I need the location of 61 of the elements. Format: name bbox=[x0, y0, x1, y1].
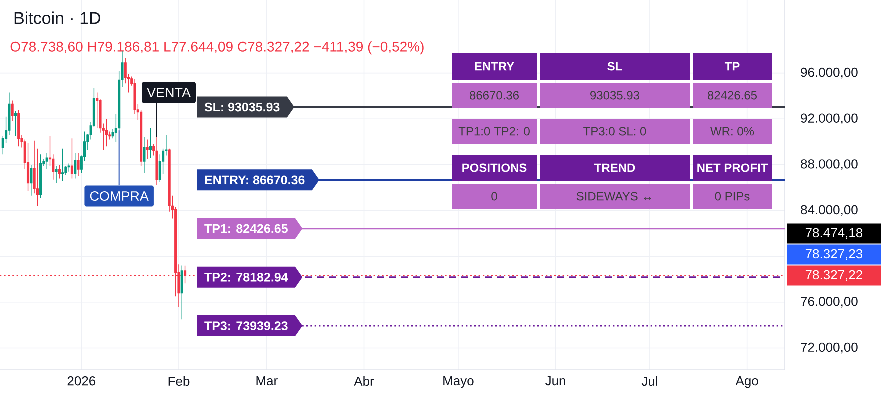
text: Bitcoin · 1D bbox=[14, 12, 101, 24]
candlestick bbox=[58, 164, 61, 180]
candlestick bbox=[30, 164, 33, 196]
x-tick-label: Ago bbox=[736, 376, 758, 388]
y-tick-label: 96.000,00 bbox=[801, 68, 858, 79]
y-tick-label: 88.000,00 bbox=[801, 160, 858, 170]
text: 78.327,23 bbox=[806, 249, 863, 260]
x-tick-label: Mar bbox=[256, 376, 278, 386]
candlestick bbox=[74, 153, 77, 180]
annotation: TP1:0 TP2: 0 bbox=[458, 127, 530, 136]
y-tick-label: 84.000,00 bbox=[801, 205, 858, 216]
candlestick bbox=[149, 128, 152, 158]
candlestick bbox=[77, 153, 80, 177]
annotation: 82426.65 bbox=[708, 91, 758, 100]
annotation: NET PROFIT bbox=[698, 164, 768, 172]
ref-line-label: TP3: 73939.23 bbox=[204, 322, 288, 330]
ref-line-label: TP1: 82426.65 bbox=[204, 224, 288, 234]
candlestick bbox=[105, 118, 108, 147]
annotation: COMPRA bbox=[90, 192, 149, 202]
y-tick-label: 72.000,00 bbox=[801, 342, 858, 354]
text: 78.474,18 bbox=[806, 228, 863, 240]
candlestick bbox=[143, 137, 146, 174]
x-tick-label: 2026 bbox=[68, 376, 96, 386]
annotation: ENTRY bbox=[475, 62, 514, 71]
candlestick bbox=[14, 110, 17, 137]
annotation: POSITIONS bbox=[462, 164, 527, 172]
annotation: 86670.36 bbox=[470, 91, 519, 100]
x-tick-label: Feb bbox=[168, 376, 190, 386]
annotation: SL bbox=[608, 62, 622, 71]
annotation: 0 PIPs bbox=[715, 192, 750, 201]
candlestick bbox=[46, 153, 48, 170]
candlestick bbox=[184, 266, 187, 284]
y-tick-label: 76.000,00 bbox=[801, 297, 858, 308]
ref-line-label: SL: 93035.93 bbox=[204, 102, 280, 112]
candlestick bbox=[180, 265, 184, 320]
text: O78.738,60 H79.186,81 L77.644,09 C78.327,22 −411,39 (−0,52%) bbox=[10, 42, 424, 55]
x-tick-label: Abr bbox=[354, 376, 374, 386]
candlestick bbox=[68, 163, 70, 172]
ref-line-label: ENTRY: 86670.36 bbox=[205, 176, 305, 185]
annotation: 0 bbox=[492, 192, 498, 201]
y-tick-label: 92.000,00 bbox=[801, 114, 858, 124]
candlestick bbox=[11, 100, 14, 122]
x-tick-label: Mayo bbox=[444, 376, 474, 388]
annotation: WR: 0% bbox=[710, 127, 754, 136]
annotation: TREND bbox=[594, 164, 636, 172]
ref-line-label: 78.327,22 bbox=[806, 270, 862, 282]
x-tick-label: Jul bbox=[642, 376, 658, 386]
ref-line-label: TP2: 78182.94 bbox=[204, 272, 288, 282]
annotation: SIDEWAYS ↔ bbox=[576, 192, 652, 201]
candlestick bbox=[55, 166, 58, 184]
candlestick bbox=[62, 148, 64, 182]
annotation: 93035.93 bbox=[590, 91, 640, 100]
annotation: VENTA bbox=[147, 88, 191, 98]
candlestick bbox=[26, 142, 30, 192]
candlestick bbox=[70, 138, 74, 180]
annotation: TP bbox=[724, 62, 740, 71]
candlestick bbox=[156, 137, 158, 186]
x-tick-label: Jun bbox=[546, 376, 566, 386]
candlestick bbox=[96, 92, 99, 129]
candlestick bbox=[146, 139, 149, 160]
annotation: TP3:0 SL: 0 bbox=[584, 127, 646, 136]
